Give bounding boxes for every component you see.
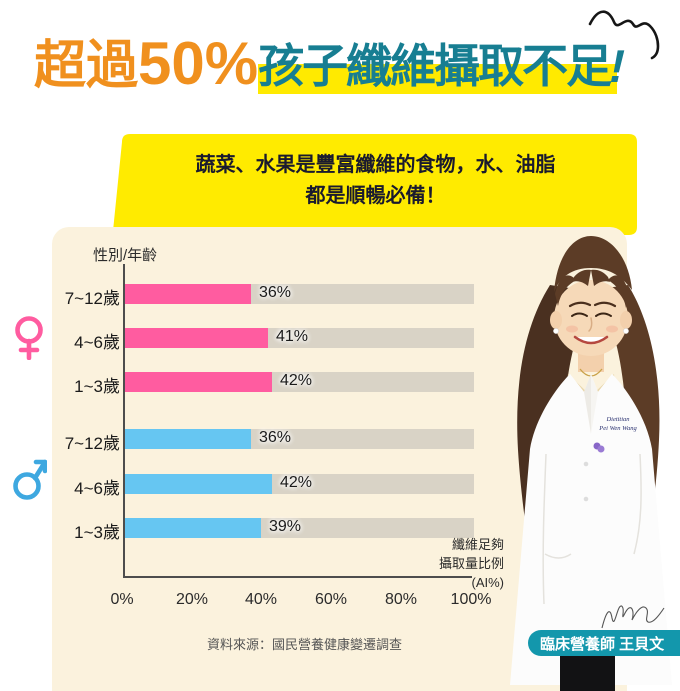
svg-text:Dietitian: Dietitian <box>605 416 629 423</box>
svg-text:Pei Wen Wang: Pei Wen Wang <box>598 425 637 432</box>
